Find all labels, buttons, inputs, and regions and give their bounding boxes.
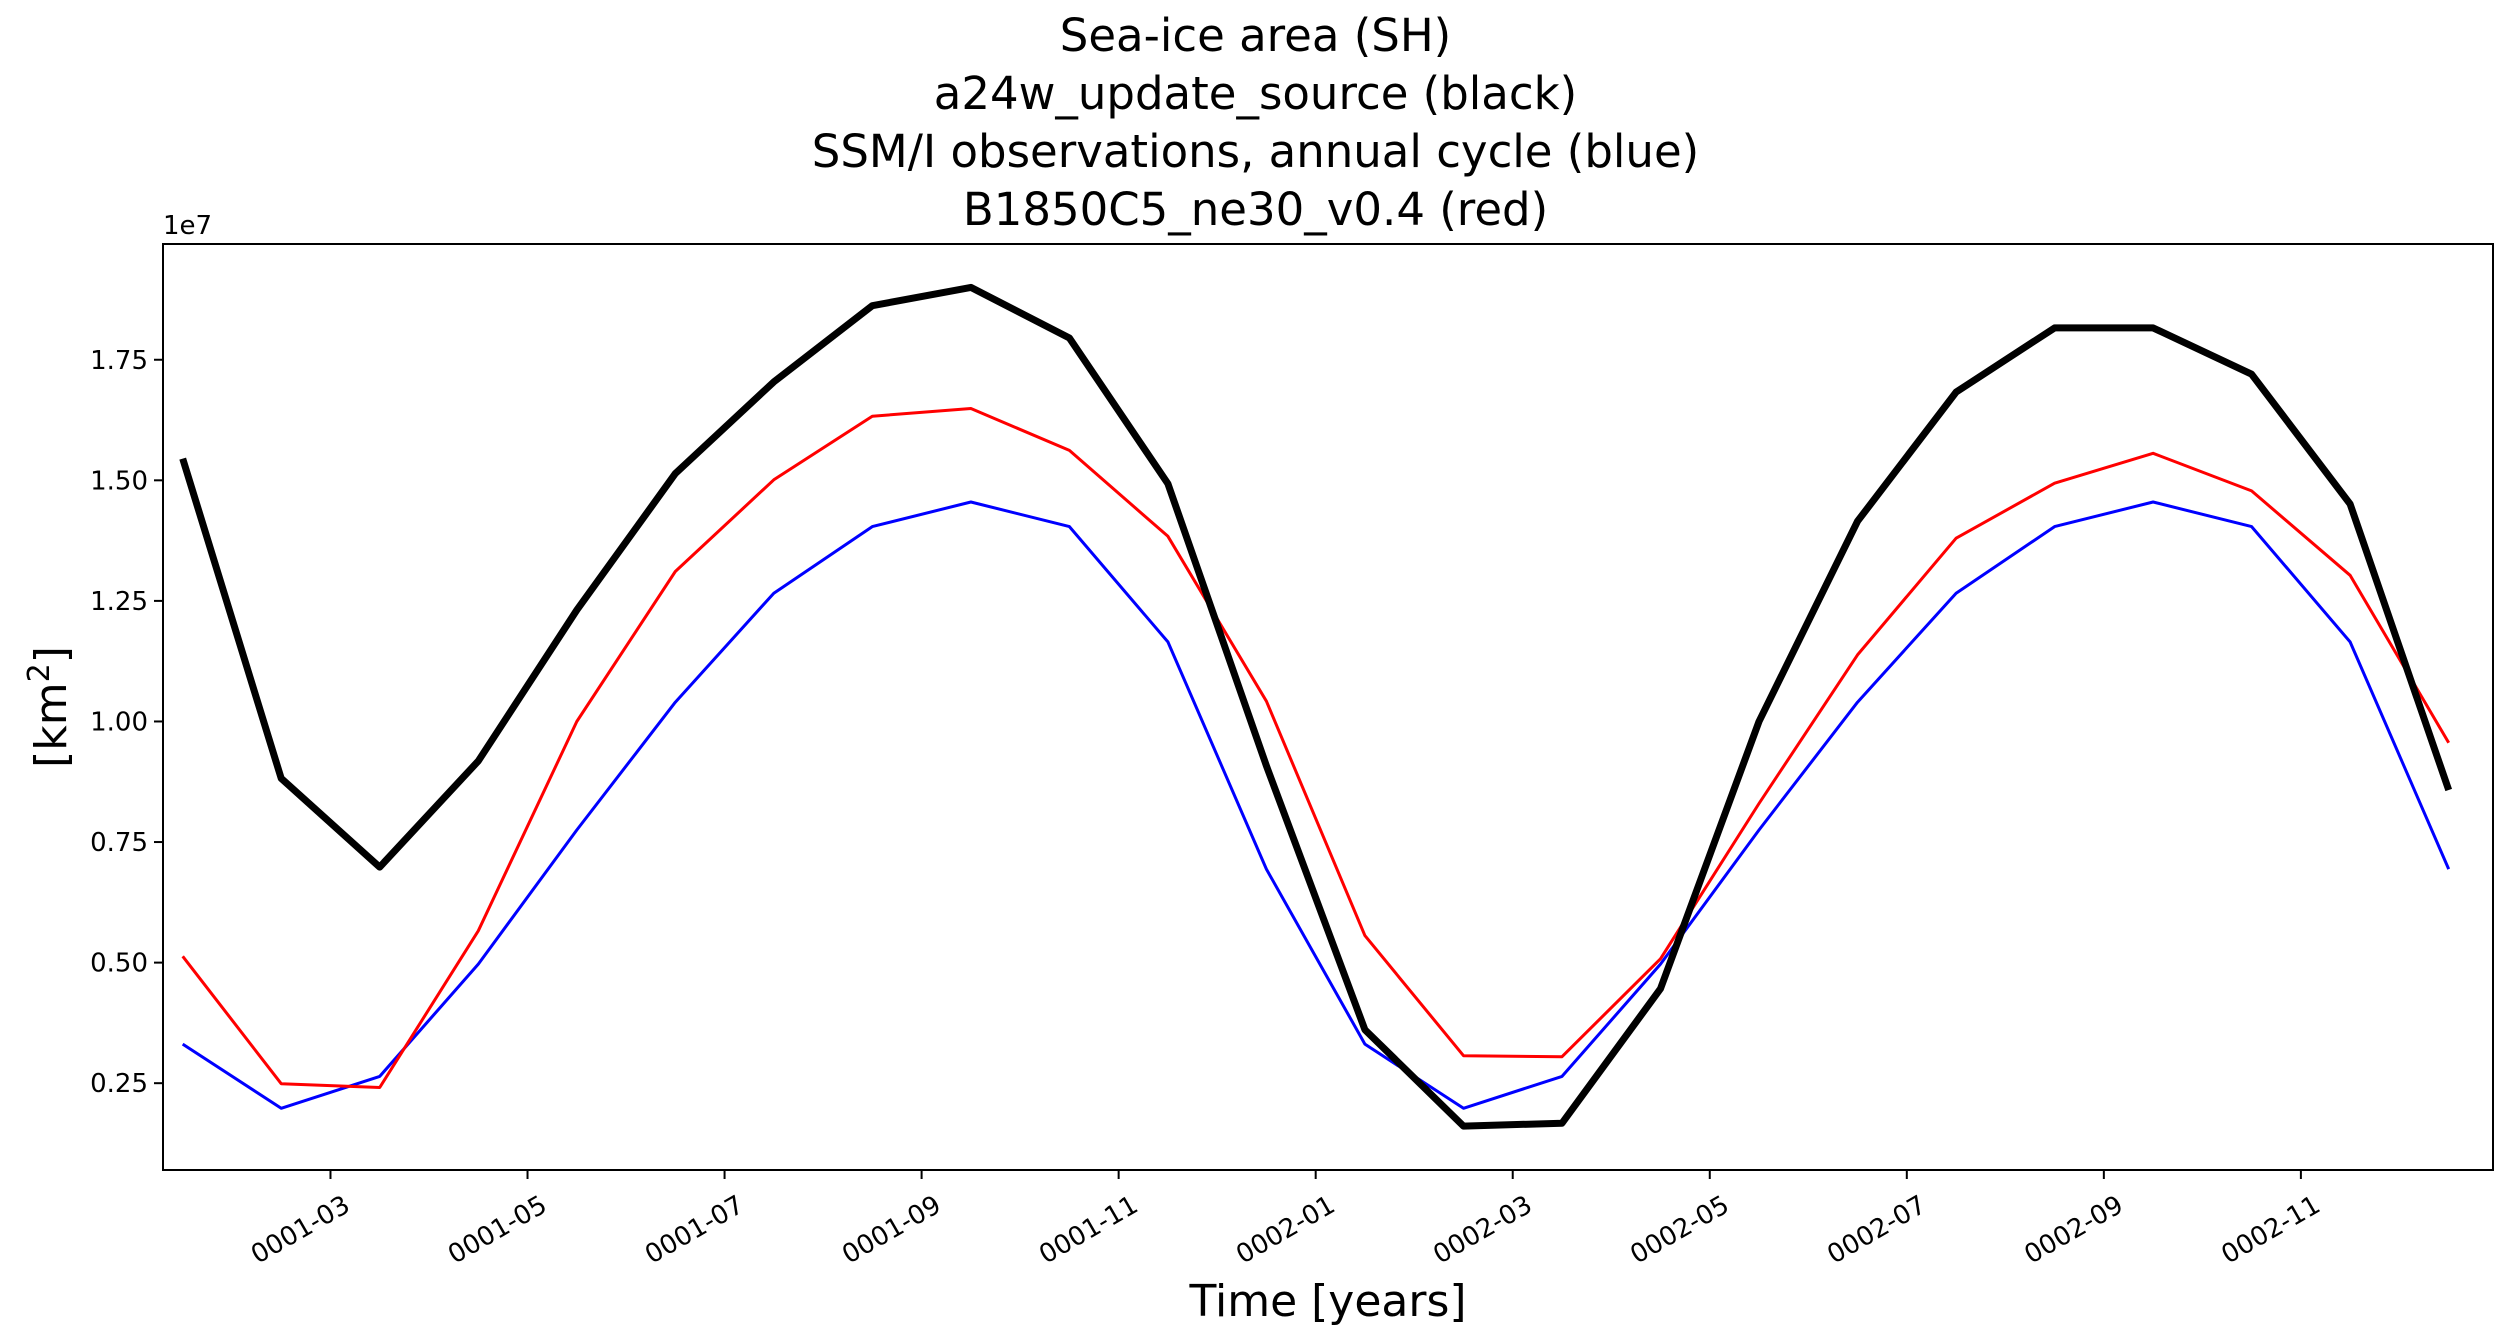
y-tick-label: 1.50 <box>90 466 148 496</box>
chart-title-line-2: a24w_update_source (black) <box>933 67 1578 120</box>
x-axis-label: Time [years] <box>1188 1276 1466 1327</box>
y-tick-label: 0.75 <box>90 828 148 858</box>
plot-frame <box>162 243 2494 1171</box>
x-tick-label: 0001-05 <box>443 1190 552 1270</box>
chart-title-line-4: B1850C5_ne30_v0.4 (red) <box>962 183 1549 236</box>
series-red-line <box>181 407 2450 1089</box>
y-tick-label: 1.75 <box>90 346 148 376</box>
chart-title-line-3: SSM/I observations, annual cycle (blue) <box>811 125 1700 178</box>
y-tick-label: 0.50 <box>90 949 148 979</box>
x-tick-label: 0001-11 <box>1034 1190 1143 1270</box>
x-tick-label: 0001-03 <box>246 1190 355 1270</box>
x-tick-label: 0001-07 <box>640 1190 749 1270</box>
x-tick-label: 0002-11 <box>2217 1190 2326 1270</box>
y-axis-label-end: ] <box>26 646 77 663</box>
x-tick-label: 0002-01 <box>1231 1190 1340 1270</box>
series-layer <box>179 283 2453 1130</box>
y-axis-label-base: [km <box>26 682 77 768</box>
x-tick-label: 0002-05 <box>1625 1190 1734 1270</box>
y-axis-label-superscript: 2 <box>22 663 57 682</box>
x-tick-label: 0001-09 <box>837 1190 946 1270</box>
y-tick-label: 1.00 <box>90 707 148 737</box>
x-axis-ticks: 0001-03 0001-05 0001-07 0001-09 0001-11 0002-… <box>246 1170 2326 1270</box>
series-black-line <box>179 283 2453 1130</box>
x-tick-label: 0002-09 <box>2019 1190 2128 1270</box>
y-axis-ticks: 0.25 0.50 0.75 1.00 1.25 1.50 1.75 <box>90 346 163 1099</box>
y-tick-label: 1.25 <box>90 587 148 617</box>
y-offset-text: 1e7 <box>163 211 212 241</box>
x-tick-label: 0002-07 <box>1822 1190 1931 1270</box>
x-tick-label: 0002-03 <box>1428 1190 1537 1270</box>
series-blue-line <box>181 500 2451 1110</box>
y-axis-label: [km2] <box>22 646 77 768</box>
y-tick-label: 0.25 <box>90 1069 148 1099</box>
chart-title-line-1: Sea-ice area (SH) <box>1059 9 1452 62</box>
